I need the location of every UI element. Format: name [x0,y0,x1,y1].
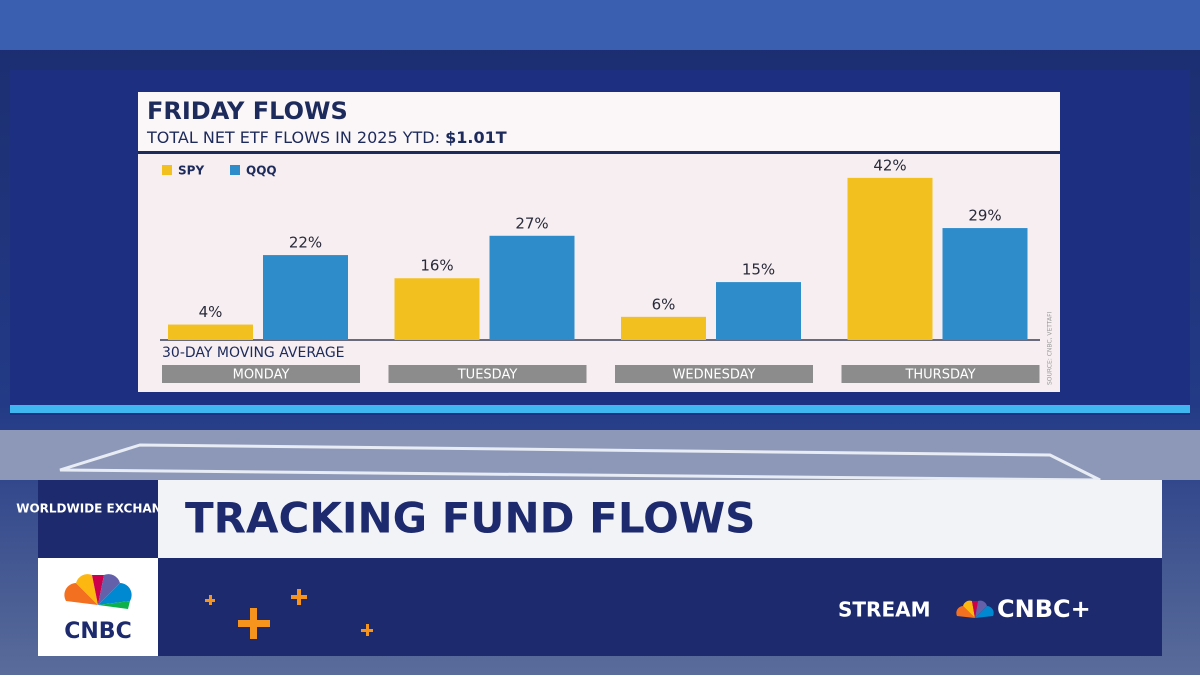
legend-swatch [162,165,172,175]
stream-label: STREAM [838,598,931,622]
chart-panel: FRIDAY FLOWS TOTAL NET ETF FLOWS IN 2025… [138,92,1060,392]
stream-bar [158,558,1162,656]
stream-brand: CNBC+ [997,595,1091,623]
value-label: 42% [873,156,906,174]
headline: TRACKING FUND FLOWS [185,494,755,543]
show-box [38,480,158,558]
bar [621,316,706,340]
category-band [841,365,1040,383]
legend-label: QQQ [246,164,277,178]
headline-bar [158,480,1162,558]
chart-subtitle: TOTAL NET ETF FLOWS IN 2025 YTD: $1.01T [146,128,507,147]
bar [168,324,253,340]
category-band [162,365,360,383]
subtitle-value: $1.01T [445,128,507,147]
title-area [138,92,1060,152]
studio-ceiling [0,0,1200,50]
annotation: 30-DAY MOVING AVERAGE [162,345,345,361]
value-label: 16% [420,257,453,275]
source: SOURCE: CNBC, VETTAFI [1047,311,1054,385]
network-box [38,558,158,656]
category-band [615,365,813,383]
x-tick-label: MONDAY [233,368,290,383]
value-label: 29% [968,207,1001,225]
bar [942,228,1028,340]
show-name: WORLDWIDE EXCHANGE [16,502,180,516]
legend-swatch [230,165,240,175]
bar [263,255,348,340]
title-rule [138,151,1060,154]
value-label: 6% [652,295,676,313]
bar [489,235,575,340]
wall-light [10,405,1190,413]
x-tick-label: TUESDAY [457,368,518,383]
subtitle-text: TOTAL NET ETF FLOWS IN 2025 YTD: [146,128,440,147]
bar [847,177,933,340]
value-label: 27% [515,214,548,232]
value-label: 4% [199,303,223,321]
network-name: CNBC [64,619,131,644]
x-tick-label: THURSDAY [904,368,975,383]
stream-peacock [956,600,994,618]
floor-line [59,443,1101,482]
value-label: 15% [742,261,775,279]
category-band [388,365,587,383]
lower-third: WORLDWIDE EXCHANGE TRACKING FUND FLOWS C… [16,480,1162,656]
value-label: 22% [289,234,322,252]
x-tick-label: WEDNESDAY [673,368,756,383]
legend-label: SPY [178,164,204,178]
chart-title: FRIDAY FLOWS [147,97,348,125]
bar [716,282,801,340]
peacock-logo [64,574,132,609]
bar [394,278,480,340]
decor-plus [205,589,373,639]
